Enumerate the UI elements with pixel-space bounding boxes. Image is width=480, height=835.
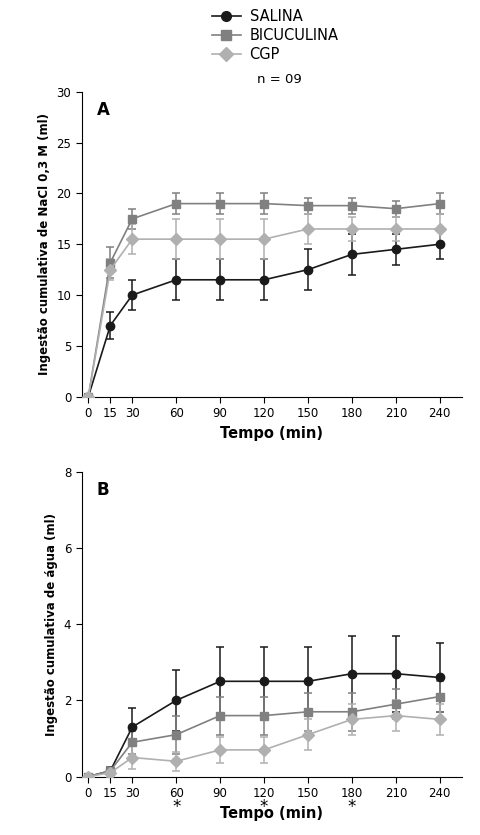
X-axis label: Tempo (min): Tempo (min) bbox=[220, 806, 323, 821]
Text: *: * bbox=[259, 797, 268, 816]
Y-axis label: Ingestão cumulativa de água (ml): Ingestão cumulativa de água (ml) bbox=[45, 513, 58, 736]
X-axis label: Tempo (min): Tempo (min) bbox=[220, 426, 323, 441]
Text: *: * bbox=[172, 797, 180, 816]
Text: A: A bbox=[97, 101, 109, 119]
Text: n = 09: n = 09 bbox=[256, 73, 301, 86]
Text: *: * bbox=[347, 797, 355, 816]
Text: B: B bbox=[97, 481, 109, 499]
Y-axis label: Ingestão cumulativa de NaCl 0,3 M (ml): Ingestão cumulativa de NaCl 0,3 M (ml) bbox=[38, 114, 51, 375]
Legend: SALINA, BICUCULINA, CGP: SALINA, BICUCULINA, CGP bbox=[205, 3, 344, 68]
